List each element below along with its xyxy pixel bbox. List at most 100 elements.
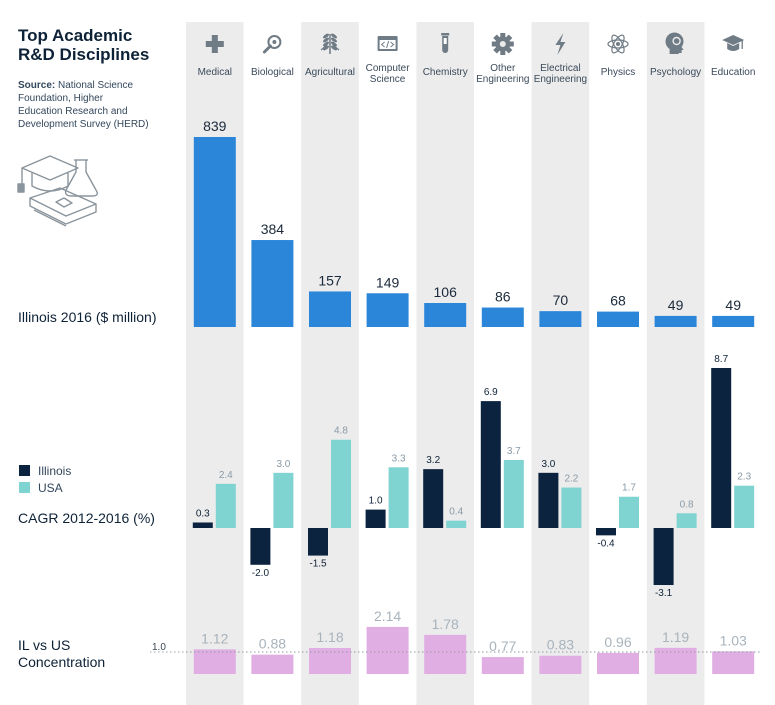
magnifier-icon (262, 35, 282, 54)
reference-line-label: 1.0 (152, 642, 166, 653)
chart-title-line-1: Top Academic (18, 26, 132, 45)
bar-concentration-psychology (654, 647, 697, 674)
category-label-line: Chemistry (423, 67, 468, 78)
value-label-cagr-usa-physics: 1.7 (622, 483, 636, 494)
value-label-illinois-2016-other-engineering: 86 (495, 289, 511, 305)
legend: Illinois USA (19, 464, 71, 495)
lightning-icon (555, 33, 566, 55)
source-label: Source: (18, 80, 55, 91)
category-label-line: Engineering (534, 74, 587, 85)
value-label-illinois-2016-psychology: 49 (668, 297, 684, 313)
value-label-cagr-illinois-other-engineering: 6.9 (484, 387, 498, 398)
bar-concentration-electrical-engineering (539, 655, 582, 674)
value-label-cagr-usa-computer-science: 3.3 (392, 453, 406, 464)
bar-cagr-illinois-other-engineering (480, 401, 501, 528)
category-label-other-engineering: Other Engineering (476, 63, 529, 85)
value-label-cagr-usa-agricultural: 4.8 (334, 426, 348, 437)
bar-cagr-usa-psychology (676, 513, 697, 528)
bar-concentration-chemistry (424, 634, 467, 674)
value-label-concentration-agricultural: 1.18 (316, 629, 343, 645)
value-label-cagr-illinois-psychology: -3.1 (655, 588, 673, 599)
bar-cagr-usa-agricultural (331, 439, 351, 528)
column-stripes (186, 22, 705, 705)
value-label-cagr-usa-medical: 2.4 (219, 470, 233, 481)
category-label-line: Agricultural (305, 67, 355, 78)
category-label-line: Electrical (540, 63, 581, 74)
bar-cagr-usa-medical (215, 483, 236, 528)
bar-cagr-illinois-chemistry (423, 469, 444, 528)
category-label-line: Education (711, 67, 755, 78)
value-label-concentration-psychology: 1.19 (662, 629, 689, 645)
wheat-icon (320, 33, 340, 54)
category-label-agricultural: Agricultural (305, 67, 355, 78)
bar-cagr-illinois-education (711, 368, 732, 528)
source-line-2: Foundation, Higher (18, 93, 104, 104)
category-label-line: Physics (601, 67, 635, 78)
category-label-line: Medical (198, 67, 232, 78)
medical-cross-icon (205, 35, 224, 53)
value-label-concentration-medical: 1.12 (201, 630, 228, 646)
row-label-concentration: IL vs US Concentration (18, 637, 105, 670)
bar-concentration-computer-science (366, 626, 409, 674)
row-label-concentration-line-1: IL vs US (18, 637, 70, 653)
source-line-3: Education Research and (18, 106, 128, 117)
category-label-psychology: Psychology (650, 67, 701, 78)
value-label-illinois-2016-physics: 68 (610, 293, 626, 309)
code-window-icon (377, 36, 398, 51)
bar-illinois-2016-computer-science (366, 293, 409, 327)
bar-cagr-illinois-medical (192, 522, 213, 528)
category-label-line: Engineering (476, 74, 529, 85)
category-label-line: Science (370, 74, 406, 85)
panel-concentration: 1.12 0.88 1.18 2.14 1.78 0.77 0.83 0.96 1.19 1.03 (150, 608, 760, 674)
bar-illinois-2016-electrical-engineering (539, 311, 582, 327)
bar-illinois-2016-other-engineering (481, 307, 524, 327)
bar-concentration-physics (597, 652, 639, 674)
category-label-computer-science: Computer Science (366, 63, 411, 85)
source-line-1: National Science (55, 80, 133, 91)
bar-cagr-usa-electrical-engineering (561, 487, 582, 528)
value-label-cagr-illinois-education: 8.7 (714, 354, 728, 365)
panel-illinois-2016: 839 384 157 149 106 86 70 68 49 49 (193, 118, 755, 327)
value-label-concentration-computer-science: 2.14 (374, 608, 401, 624)
category-label-chemistry: Chemistry (423, 67, 468, 78)
value-label-cagr-illinois-agricultural: -1.5 (309, 559, 327, 570)
source-note: Source: National Science Foundation, Hig… (18, 80, 149, 130)
legend-swatch-usa (19, 482, 30, 493)
value-label-concentration-chemistry: 1.78 (432, 616, 459, 632)
bar-cagr-illinois-biological (250, 528, 271, 565)
value-label-illinois-2016-education: 49 (725, 297, 741, 313)
category-label-biological: Biological (251, 67, 294, 78)
value-label-cagr-usa-psychology: 0.8 (680, 499, 694, 510)
column-stripe-agricultural (301, 22, 359, 705)
category-label-line: Computer (366, 63, 411, 74)
category-label-electrical-engineering: Electrical Engineering (534, 63, 587, 85)
category-label-line: Other (490, 63, 516, 74)
bar-concentration-medical (193, 649, 236, 674)
value-label-cagr-usa-other-engineering: 3.7 (507, 446, 521, 457)
academic-illustration-icon (17, 155, 99, 227)
category-label-education: Education (711, 67, 755, 78)
gear-icon (491, 33, 514, 55)
value-label-concentration-education: 1.03 (720, 632, 747, 648)
category-label-physics: Physics (601, 67, 635, 78)
bar-cagr-usa-other-engineering (503, 459, 524, 528)
value-label-illinois-2016-biological: 384 (261, 221, 285, 237)
category-headers: Medical Biological Agricultural Computer Sci… (198, 32, 755, 85)
bar-concentration-education (712, 651, 755, 674)
atom-icon (607, 34, 629, 54)
bar-cagr-illinois-psychology (653, 528, 674, 586)
value-label-concentration-other-engineering: 0.77 (489, 638, 516, 654)
value-label-concentration-biological: 0.88 (259, 636, 286, 652)
bar-illinois-2016-chemistry (424, 302, 467, 327)
row-label-concentration-line-2: Concentration (18, 654, 105, 670)
value-label-illinois-2016-medical: 839 (203, 118, 227, 134)
graduation-cap-icon (722, 35, 745, 51)
value-label-concentration-electrical-engineering: 0.83 (547, 637, 574, 653)
bar-cagr-usa-education (734, 485, 755, 528)
value-label-illinois-2016-electrical-engineering: 70 (553, 292, 569, 308)
bar-cagr-usa-physics (619, 496, 639, 528)
value-label-concentration-physics: 0.96 (604, 634, 631, 650)
bar-illinois-2016-medical (193, 137, 236, 327)
bar-illinois-2016-psychology (654, 315, 697, 327)
source-line-4: Development Survey (HERD) (18, 119, 149, 130)
